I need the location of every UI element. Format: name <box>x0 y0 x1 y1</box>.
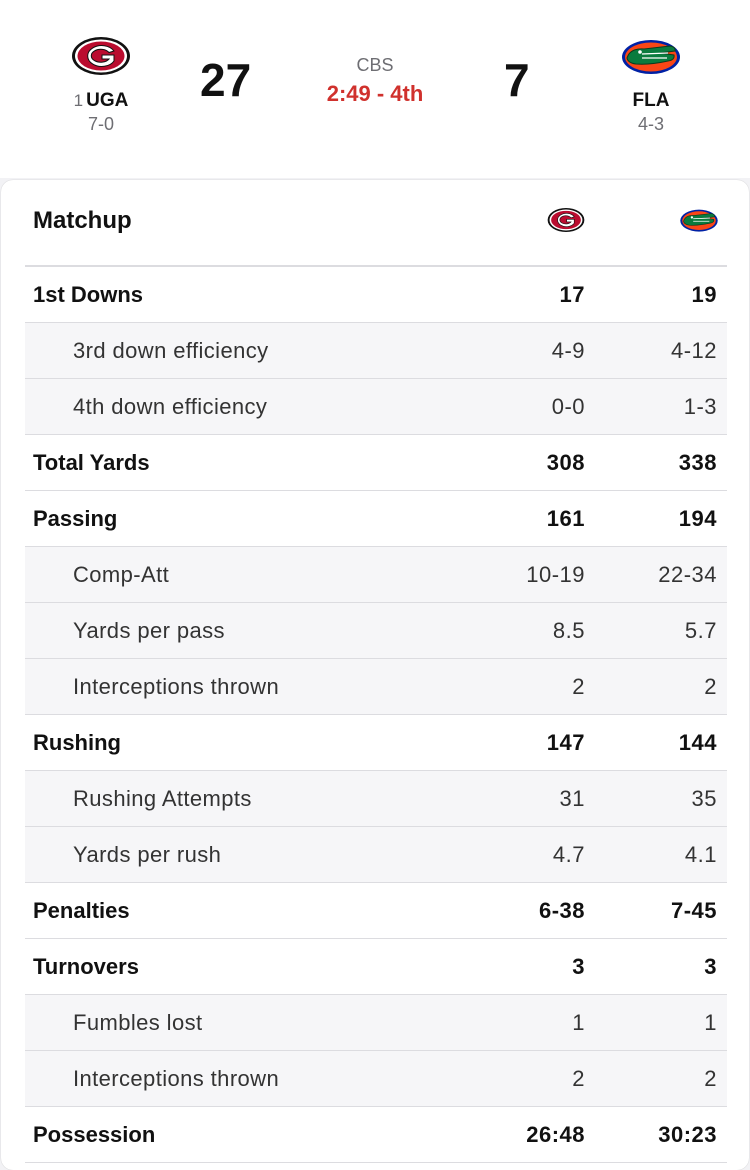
stat-label: 1st Downs <box>33 282 144 307</box>
game-status: CBS 2:49 - 4th <box>275 54 475 107</box>
stat-row: Possession 26:48 30:23 <box>25 1107 727 1163</box>
stat-row: Penalties 6-38 7-45 <box>25 883 727 939</box>
matchup-header: Matchup <box>1 180 749 266</box>
home-stat-value: 31 <box>559 786 585 811</box>
stat-row: Turnovers 3 3 <box>25 939 727 995</box>
home-stat-value: 4.7 <box>552 842 585 867</box>
stat-label: Possession <box>33 1122 156 1147</box>
away-record: 4-3 <box>637 114 664 134</box>
home-rank: 1 <box>73 91 84 110</box>
home-stat-value: 17 <box>559 282 585 307</box>
home-stat-value: 26:48 <box>526 1122 585 1147</box>
away-stat-value: 30:23 <box>658 1122 717 1147</box>
matchup-card: Matchup 1st Downs 17 19 3rd down efficie… <box>1 180 749 1170</box>
home-stat-value: 8.5 <box>552 618 585 643</box>
away-stat-value: 194 <box>678 506 717 531</box>
away-stat-value: 4-12 <box>670 338 717 363</box>
stat-label: Penalties <box>33 898 130 923</box>
stat-row: 4th down efficiency 0-0 1-3 <box>25 379 727 435</box>
away-stat-value: 19 <box>691 282 717 307</box>
florida-gator-logo-icon <box>622 40 680 74</box>
away-stat-value: 3 <box>704 954 717 979</box>
stat-label: 3rd down efficiency <box>73 338 269 363</box>
matchup-title: Matchup <box>33 207 132 234</box>
stat-label: Rushing <box>33 730 121 755</box>
away-team[interactable]: FLA 4-3 <box>591 36 711 135</box>
stat-row: Comp-Att 10-19 22-34 <box>25 547 727 603</box>
home-record: 7-0 <box>87 114 114 134</box>
broadcast-network: CBS <box>356 55 394 75</box>
stat-row: Total Yards 308 338 <box>25 435 727 491</box>
stat-row: Rushing 147 144 <box>25 715 727 771</box>
georgia-logo-icon <box>72 37 130 75</box>
stat-row: Interceptions thrown 2 2 <box>25 659 727 715</box>
away-stat-value: 2 <box>704 674 717 699</box>
away-stat-value: 35 <box>691 786 717 811</box>
stat-row: Passing 161 194 <box>25 491 727 547</box>
florida-gator-logo-icon <box>680 209 718 232</box>
home-stat-value: 4-9 <box>551 338 585 363</box>
stat-label: Interceptions thrown <box>73 674 280 699</box>
away-stat-value: 5.7 <box>684 618 717 643</box>
stat-label: 4th down efficiency <box>73 394 268 419</box>
stat-label: Interceptions thrown <box>73 1066 280 1091</box>
stat-label: Comp-Att <box>73 562 170 587</box>
stat-label: Turnovers <box>33 954 139 979</box>
away-stat-value: 22-34 <box>658 562 717 587</box>
stat-label: Fumbles lost <box>73 1010 203 1035</box>
home-stat-value: 2 <box>572 1066 585 1091</box>
home-stat-value: 3 <box>572 954 585 979</box>
stat-row: Yards per rush 4.7 4.1 <box>25 827 727 883</box>
stat-row: Yards per pass 8.5 5.7 <box>25 603 727 659</box>
home-stat-value: 0-0 <box>551 394 585 419</box>
away-stat-value: 1 <box>704 1010 717 1035</box>
stat-label: Total Yards <box>33 450 150 475</box>
away-stat-value: 7-45 <box>670 898 717 923</box>
stats-table: 1st Downs 17 19 3rd down efficiency 4-9 … <box>25 265 727 1163</box>
stat-label: Yards per pass <box>73 618 225 643</box>
away-stat-value: 4.1 <box>684 842 717 867</box>
stat-row: 1st Downs 17 19 <box>25 267 727 323</box>
home-stat-value: 1 <box>572 1010 585 1035</box>
stat-row: Fumbles lost 1 1 <box>25 995 727 1051</box>
home-score: 27 <box>200 54 252 106</box>
stat-label: Yards per rush <box>73 842 222 867</box>
away-stat-value: 2 <box>704 1066 717 1091</box>
stat-row: 3rd down efficiency 4-9 4-12 <box>25 323 727 379</box>
stat-row: Interceptions thrown 2 2 <box>25 1051 727 1107</box>
home-stat-value: 10-19 <box>526 562 585 587</box>
home-stat-value: 2 <box>572 674 585 699</box>
stat-label: Passing <box>33 506 118 531</box>
game-clock: 2:49 - 4th <box>326 81 424 106</box>
georgia-logo-icon <box>547 207 585 233</box>
home-team[interactable]: 1 UGA 7-0 <box>41 36 161 135</box>
home-stat-value: 6-38 <box>538 898 585 923</box>
home-stat-value: 147 <box>546 730 585 755</box>
away-score: 7 <box>504 54 530 106</box>
away-stat-value: 338 <box>678 450 717 475</box>
away-stat-value: 144 <box>678 730 717 755</box>
scoreboard: 1 UGA 7-0 27 CBS 2:49 - 4th 7 FLA 4-3 <box>0 0 750 178</box>
home-stat-value: 161 <box>546 506 585 531</box>
stat-row: Rushing Attempts 31 35 <box>25 771 727 827</box>
away-stat-value: 1-3 <box>683 394 717 419</box>
home-team-name: UGA <box>86 90 129 111</box>
home-stat-value: 308 <box>546 450 585 475</box>
away-team-name: FLA <box>632 90 670 111</box>
stat-label: Rushing Attempts <box>73 786 252 811</box>
